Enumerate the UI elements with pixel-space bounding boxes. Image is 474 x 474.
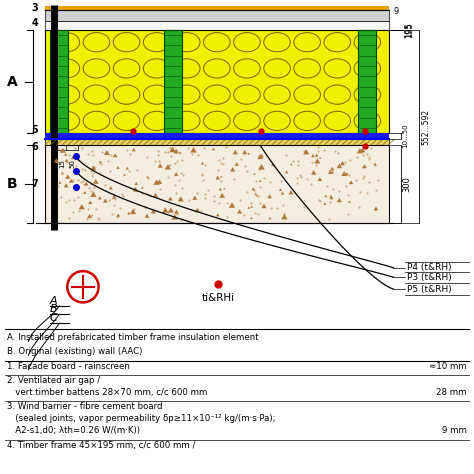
Ellipse shape [264,85,291,104]
Ellipse shape [354,33,381,52]
Text: B. Original (existing) wall (AAC): B. Original (existing) wall (AAC) [7,347,143,356]
Ellipse shape [203,59,230,78]
Text: A: A [7,74,17,89]
Ellipse shape [53,111,80,130]
Text: 7: 7 [31,179,38,189]
Ellipse shape [203,33,230,52]
Text: 60: 60 [52,159,57,168]
Ellipse shape [294,111,320,130]
Bar [45,6,389,10]
Bar [164,30,182,133]
Ellipse shape [203,85,230,104]
Bar [45,30,389,133]
Ellipse shape [143,59,170,78]
Ellipse shape [173,111,200,130]
Text: 195: 195 [404,22,413,38]
Text: A. Installed prefabricated timber frame insulation element: A. Installed prefabricated timber frame … [7,333,259,342]
Ellipse shape [264,111,291,130]
Bar [45,10,389,21]
Ellipse shape [113,111,140,130]
Bar [45,21,389,30]
Text: B: B [50,304,57,314]
Ellipse shape [83,85,110,104]
Ellipse shape [324,111,351,130]
Text: 1. Facade board - rainscreen: 1. Facade board - rainscreen [7,362,130,371]
Text: 5: 5 [31,125,38,136]
Text: B: B [7,177,17,191]
Ellipse shape [324,85,351,104]
Text: 4: 4 [31,18,38,28]
Text: 3: 3 [31,3,38,13]
Text: C: C [50,313,57,323]
Bar [45,145,389,223]
Text: 6: 6 [31,142,38,153]
Ellipse shape [53,33,80,52]
Ellipse shape [354,85,381,104]
Bar [45,133,389,139]
Bar [45,139,389,145]
Ellipse shape [113,33,140,52]
Text: 195: 195 [405,22,414,38]
Ellipse shape [324,59,351,78]
Text: 300: 300 [402,176,411,191]
Ellipse shape [354,111,381,130]
Ellipse shape [234,59,260,78]
Ellipse shape [143,85,170,104]
Bar [358,30,376,133]
Text: 10...50: 10...50 [402,124,408,148]
Ellipse shape [173,59,200,78]
Text: ti&RHi: ti&RHi [201,293,235,303]
Ellipse shape [83,59,110,78]
Text: 15: 15 [59,159,65,168]
Ellipse shape [234,33,260,52]
Text: 28 mm: 28 mm [437,388,467,397]
Text: ≈10 mm: ≈10 mm [429,362,467,371]
Ellipse shape [354,59,381,78]
Ellipse shape [113,85,140,104]
Ellipse shape [173,33,200,52]
Bar [50,30,68,133]
Ellipse shape [264,33,291,52]
Text: P5 (t&RH): P5 (t&RH) [407,285,451,293]
Ellipse shape [294,85,320,104]
Ellipse shape [83,111,110,130]
Text: 552...592: 552...592 [421,109,430,145]
Ellipse shape [143,33,170,52]
Ellipse shape [143,111,170,130]
Text: vert.timber battens 28×70 mm, c/c 600 mm: vert.timber battens 28×70 mm, c/c 600 mm [7,388,208,397]
Ellipse shape [234,111,260,130]
Ellipse shape [324,33,351,52]
Ellipse shape [173,85,200,104]
Ellipse shape [294,59,320,78]
Text: 9 mm: 9 mm [442,427,467,435]
Text: 50: 50 [70,159,75,168]
Ellipse shape [234,85,260,104]
Text: P4 (t&RH): P4 (t&RH) [407,264,451,272]
Text: A2-s1,d0; λth=0.26 W/(m·K)): A2-s1,d0; λth=0.26 W/(m·K)) [7,427,140,435]
Text: 2. Ventilated air gap /: 2. Ventilated air gap / [7,376,100,385]
Ellipse shape [53,59,80,78]
Text: A: A [50,296,57,306]
Text: 4. Timber frame 45×195 mm, c/c 600 mm /: 4. Timber frame 45×195 mm, c/c 600 mm / [7,441,195,449]
Text: P3 (t&RH): P3 (t&RH) [407,273,451,282]
Ellipse shape [113,59,140,78]
Ellipse shape [203,111,230,130]
Text: 9: 9 [393,7,399,16]
Ellipse shape [294,33,320,52]
Ellipse shape [83,33,110,52]
Ellipse shape [264,59,291,78]
Ellipse shape [53,85,80,104]
Text: (sealed joints, vapor permeability δp≥11×10⁻¹² kg/(m·s·Pa);: (sealed joints, vapor permeability δp≥11… [7,414,275,423]
Text: 3. Wind barrier - fibre cement board: 3. Wind barrier - fibre cement board [7,402,163,411]
